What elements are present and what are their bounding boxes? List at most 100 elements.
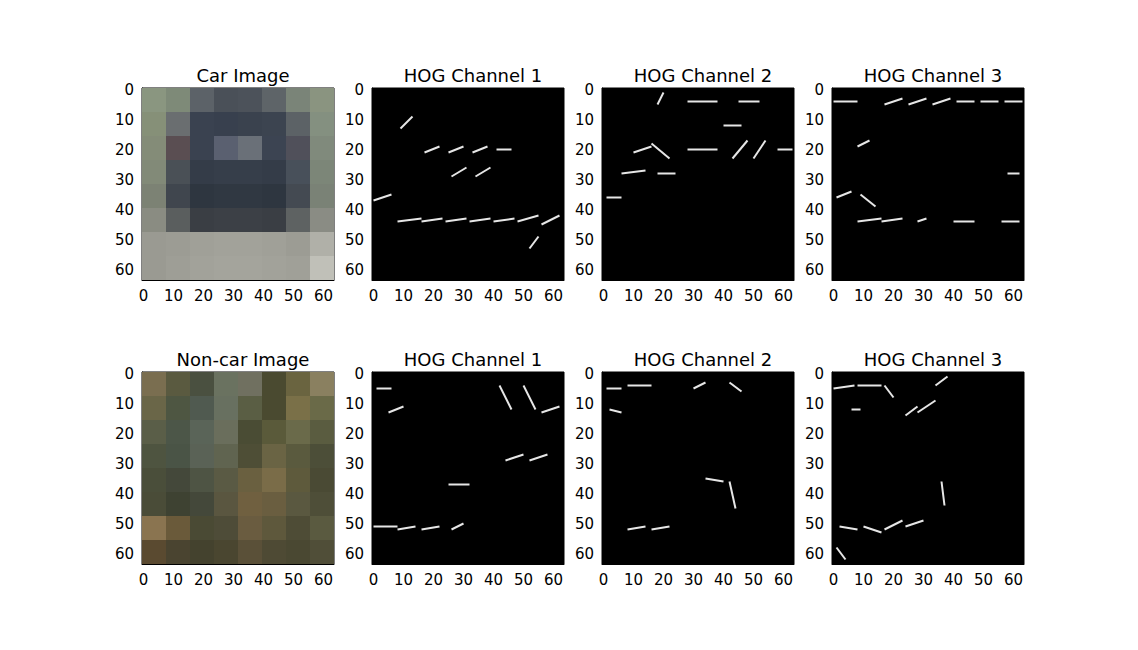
svg-text:30: 30 bbox=[914, 287, 933, 305]
svg-text:10: 10 bbox=[805, 395, 824, 413]
svg-text:50: 50 bbox=[514, 287, 533, 305]
svg-text:20: 20 bbox=[575, 141, 594, 159]
svg-text:10: 10 bbox=[624, 571, 643, 589]
svg-text:50: 50 bbox=[974, 287, 993, 305]
svg-text:50: 50 bbox=[974, 571, 993, 589]
svg-text:0: 0 bbox=[584, 365, 594, 383]
svg-text:60: 60 bbox=[805, 261, 824, 279]
svg-text:30: 30 bbox=[575, 455, 594, 473]
svg-text:50: 50 bbox=[575, 231, 594, 249]
svg-text:HOG Channel 3: HOG Channel 3 bbox=[864, 349, 1002, 370]
svg-text:20: 20 bbox=[575, 425, 594, 443]
svg-text:40: 40 bbox=[575, 485, 594, 503]
svg-text:10: 10 bbox=[345, 395, 364, 413]
svg-text:10: 10 bbox=[164, 571, 183, 589]
svg-text:60: 60 bbox=[115, 545, 134, 563]
svg-text:20: 20 bbox=[884, 287, 903, 305]
svg-text:50: 50 bbox=[284, 287, 303, 305]
svg-text:20: 20 bbox=[115, 425, 134, 443]
svg-text:0: 0 bbox=[139, 571, 149, 589]
svg-text:20: 20 bbox=[194, 571, 213, 589]
svg-text:30: 30 bbox=[224, 287, 243, 305]
svg-text:40: 40 bbox=[944, 571, 963, 589]
svg-text:10: 10 bbox=[805, 111, 824, 129]
svg-text:50: 50 bbox=[744, 287, 763, 305]
svg-text:10: 10 bbox=[345, 111, 364, 129]
svg-text:40: 40 bbox=[254, 571, 273, 589]
svg-text:10: 10 bbox=[575, 111, 594, 129]
svg-text:10: 10 bbox=[575, 395, 594, 413]
svg-text:0: 0 bbox=[814, 365, 824, 383]
svg-text:30: 30 bbox=[224, 571, 243, 589]
svg-text:HOG Channel 1: HOG Channel 1 bbox=[404, 349, 542, 370]
svg-text:40: 40 bbox=[345, 485, 364, 503]
svg-text:0: 0 bbox=[814, 81, 824, 99]
svg-text:30: 30 bbox=[115, 171, 134, 189]
svg-text:60: 60 bbox=[544, 287, 563, 305]
svg-text:30: 30 bbox=[454, 571, 473, 589]
svg-text:30: 30 bbox=[805, 455, 824, 473]
svg-text:60: 60 bbox=[774, 571, 793, 589]
svg-text:60: 60 bbox=[1004, 571, 1023, 589]
svg-text:40: 40 bbox=[345, 201, 364, 219]
svg-text:40: 40 bbox=[714, 287, 733, 305]
svg-text:Car Image: Car Image bbox=[196, 65, 289, 86]
svg-text:60: 60 bbox=[544, 571, 563, 589]
svg-text:0: 0 bbox=[124, 81, 134, 99]
svg-text:60: 60 bbox=[774, 287, 793, 305]
svg-text:20: 20 bbox=[424, 287, 443, 305]
svg-text:40: 40 bbox=[115, 201, 134, 219]
svg-text:0: 0 bbox=[124, 365, 134, 383]
svg-text:60: 60 bbox=[345, 545, 364, 563]
svg-text:60: 60 bbox=[314, 571, 333, 589]
svg-text:40: 40 bbox=[805, 201, 824, 219]
svg-text:20: 20 bbox=[115, 141, 134, 159]
svg-text:60: 60 bbox=[314, 287, 333, 305]
svg-text:HOG Channel 2: HOG Channel 2 bbox=[634, 349, 772, 370]
svg-text:20: 20 bbox=[654, 287, 673, 305]
svg-text:HOG Channel 3: HOG Channel 3 bbox=[864, 65, 1002, 86]
svg-text:50: 50 bbox=[115, 515, 134, 533]
svg-text:50: 50 bbox=[115, 231, 134, 249]
svg-text:50: 50 bbox=[744, 571, 763, 589]
svg-text:HOG Channel 2: HOG Channel 2 bbox=[634, 65, 772, 86]
svg-text:0: 0 bbox=[354, 81, 364, 99]
svg-text:50: 50 bbox=[575, 515, 594, 533]
svg-text:50: 50 bbox=[805, 231, 824, 249]
svg-text:20: 20 bbox=[654, 571, 673, 589]
svg-text:40: 40 bbox=[484, 287, 503, 305]
svg-text:60: 60 bbox=[805, 545, 824, 563]
svg-text:50: 50 bbox=[514, 571, 533, 589]
svg-text:30: 30 bbox=[684, 287, 703, 305]
svg-text:0: 0 bbox=[599, 287, 609, 305]
svg-text:60: 60 bbox=[345, 261, 364, 279]
svg-text:40: 40 bbox=[805, 485, 824, 503]
svg-text:20: 20 bbox=[805, 141, 824, 159]
svg-text:30: 30 bbox=[454, 287, 473, 305]
svg-text:HOG Channel 1: HOG Channel 1 bbox=[404, 65, 542, 86]
svg-text:60: 60 bbox=[575, 261, 594, 279]
svg-text:0: 0 bbox=[139, 287, 149, 305]
svg-text:40: 40 bbox=[714, 571, 733, 589]
svg-text:10: 10 bbox=[854, 287, 873, 305]
svg-text:50: 50 bbox=[345, 515, 364, 533]
svg-text:40: 40 bbox=[575, 201, 594, 219]
svg-text:20: 20 bbox=[805, 425, 824, 443]
svg-text:30: 30 bbox=[684, 571, 703, 589]
svg-text:10: 10 bbox=[394, 571, 413, 589]
svg-text:0: 0 bbox=[369, 287, 379, 305]
svg-text:0: 0 bbox=[829, 287, 839, 305]
svg-text:20: 20 bbox=[345, 141, 364, 159]
svg-text:60: 60 bbox=[1004, 287, 1023, 305]
svg-text:10: 10 bbox=[624, 287, 643, 305]
svg-text:50: 50 bbox=[805, 515, 824, 533]
svg-text:0: 0 bbox=[829, 571, 839, 589]
svg-text:50: 50 bbox=[284, 571, 303, 589]
svg-text:0: 0 bbox=[584, 81, 594, 99]
svg-text:60: 60 bbox=[115, 261, 134, 279]
svg-text:20: 20 bbox=[194, 287, 213, 305]
svg-text:40: 40 bbox=[254, 287, 273, 305]
svg-text:40: 40 bbox=[484, 571, 503, 589]
svg-text:30: 30 bbox=[345, 171, 364, 189]
svg-text:60: 60 bbox=[575, 545, 594, 563]
